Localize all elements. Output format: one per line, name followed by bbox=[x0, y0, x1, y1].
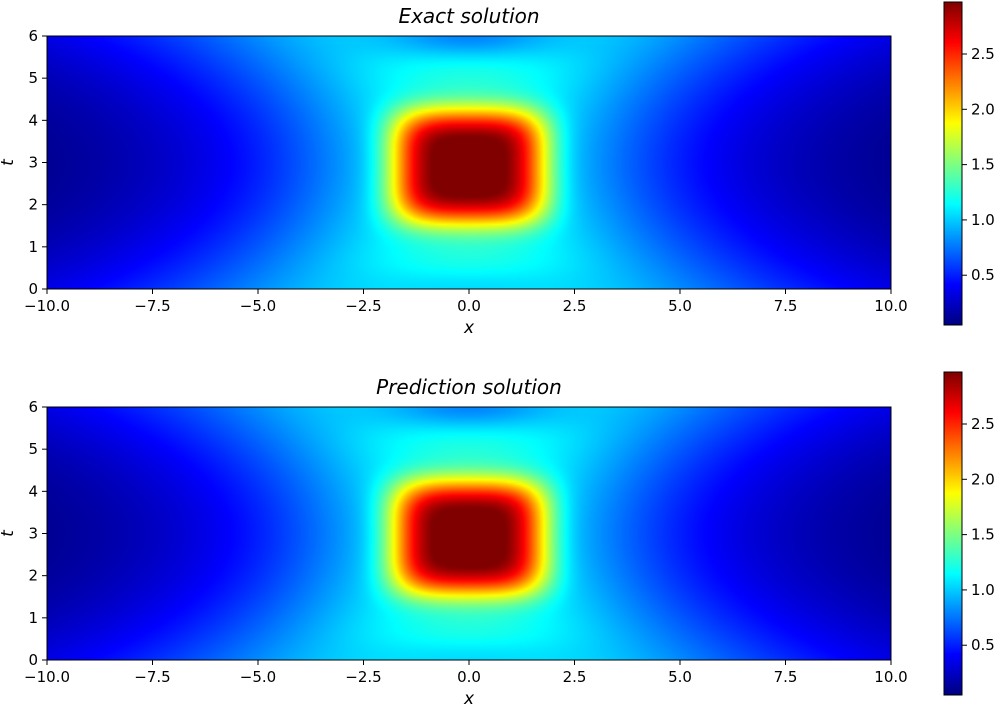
x-tick-label: 10.0 bbox=[874, 668, 907, 686]
x-tick-label: 2.5 bbox=[563, 668, 587, 686]
colorbar-tick-label: 2.5 bbox=[971, 45, 995, 63]
x-tick-label: 2.5 bbox=[563, 297, 587, 315]
x-tick-label: 7.5 bbox=[774, 668, 798, 686]
x-tick-label: −7.5 bbox=[134, 668, 170, 686]
colorbar-tick-label: 1.0 bbox=[971, 211, 995, 229]
colorbar-tick-label: 2.0 bbox=[971, 100, 995, 118]
y-tick-label: 3 bbox=[28, 525, 38, 543]
y-axis-label: t bbox=[0, 529, 18, 537]
y-tick-label: 5 bbox=[28, 69, 38, 87]
colorbar-frame bbox=[943, 371, 963, 696]
chart-title: Exact solution bbox=[398, 4, 539, 28]
panel-prediction: Prediction solution −10.0 −7.5 −5.0 −2.5 0.0 2… bbox=[0, 371, 995, 709]
colorbar-gradient bbox=[944, 2, 962, 325]
colorbar-tick-label: 0.5 bbox=[971, 266, 995, 284]
colorbar-tick-label: 1.0 bbox=[971, 581, 995, 599]
colorbar-frame bbox=[943, 1, 963, 326]
x-tick-label: −10.0 bbox=[24, 297, 70, 315]
y-tick-label: 2 bbox=[28, 567, 38, 585]
colorbar: 0.5 1.0 1.5 2.0 2.5 bbox=[943, 371, 995, 696]
x-tick-label: −10.0 bbox=[24, 668, 70, 686]
y-tick-label: 1 bbox=[28, 609, 38, 627]
y-tick-label: 4 bbox=[28, 111, 38, 129]
x-tick-label: −5.0 bbox=[240, 668, 276, 686]
y-tick-label: 4 bbox=[28, 482, 38, 500]
colorbar-tick-label: 2.0 bbox=[971, 470, 995, 488]
heatmap-image bbox=[47, 36, 891, 289]
y-tick-label: 1 bbox=[28, 238, 38, 256]
x-tick-label: −5.0 bbox=[240, 297, 276, 315]
y-tick-label: 6 bbox=[28, 398, 38, 416]
colorbar-tick-label: 1.5 bbox=[971, 526, 995, 544]
x-tick-label: −2.5 bbox=[345, 297, 381, 315]
x-tick-label: −7.5 bbox=[134, 297, 170, 315]
x-tick-label: 0.0 bbox=[457, 297, 481, 315]
y-tick-label: 6 bbox=[28, 27, 38, 45]
y-tick-label: 0 bbox=[28, 651, 38, 669]
y-tick-label: 3 bbox=[28, 154, 38, 172]
panel-exact: Exact solution −10.0 −7.5 −5.0 −2.5 0.0 2.5 5.0… bbox=[0, 1, 995, 338]
y-tick-label: 2 bbox=[28, 196, 38, 214]
x-axis-label: x bbox=[463, 689, 475, 709]
colorbar-gradient bbox=[944, 372, 962, 695]
x-tick-label: 0.0 bbox=[457, 668, 481, 686]
x-tick-label: 5.0 bbox=[668, 668, 692, 686]
y-tick-label: 5 bbox=[28, 440, 38, 458]
y-axis-label: t bbox=[0, 158, 18, 166]
x-tick-label: 10.0 bbox=[874, 297, 907, 315]
colorbar-tick-label: 1.5 bbox=[971, 156, 995, 174]
colorbar: 0.5 1.0 1.5 2.0 2.5 bbox=[943, 1, 995, 326]
x-axis-label: x bbox=[463, 318, 475, 338]
y-tick-label: 0 bbox=[28, 280, 38, 298]
x-tick-label: −2.5 bbox=[345, 668, 381, 686]
x-tick-label: 7.5 bbox=[774, 297, 798, 315]
chart-title: Prediction solution bbox=[376, 375, 562, 399]
colorbar-tick-label: 0.5 bbox=[971, 636, 995, 654]
heatmap-image bbox=[47, 407, 891, 660]
colorbar-tick-label: 2.5 bbox=[971, 415, 995, 433]
x-tick-label: 5.0 bbox=[668, 297, 692, 315]
